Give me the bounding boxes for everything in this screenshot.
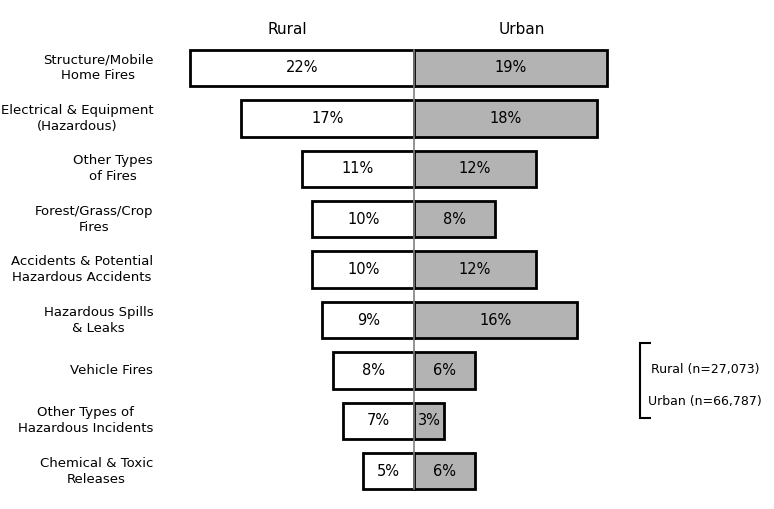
Text: Urban: Urban — [498, 22, 545, 37]
FancyBboxPatch shape — [363, 453, 414, 490]
FancyBboxPatch shape — [323, 302, 414, 338]
Text: 10%: 10% — [347, 262, 379, 277]
Text: 16%: 16% — [479, 313, 512, 328]
Text: Accidents & Potential
Hazardous Accidents: Accidents & Potential Hazardous Accident… — [11, 255, 153, 284]
FancyBboxPatch shape — [313, 251, 414, 288]
FancyBboxPatch shape — [313, 201, 414, 237]
Text: 8%: 8% — [443, 212, 466, 227]
FancyBboxPatch shape — [414, 352, 475, 388]
FancyBboxPatch shape — [414, 151, 536, 187]
Text: 3%: 3% — [418, 413, 440, 429]
Text: 8%: 8% — [361, 363, 385, 378]
Text: 11%: 11% — [342, 161, 374, 176]
Text: Vehicle Fires: Vehicle Fires — [70, 364, 153, 377]
FancyBboxPatch shape — [414, 403, 444, 439]
Text: Chemical & Toxic
Releases: Chemical & Toxic Releases — [39, 457, 153, 486]
FancyBboxPatch shape — [414, 50, 607, 86]
FancyBboxPatch shape — [241, 100, 414, 136]
FancyBboxPatch shape — [414, 201, 495, 237]
Text: Other Types
of Fires: Other Types of Fires — [74, 154, 153, 183]
Text: 9%: 9% — [357, 313, 380, 328]
Text: Rural: Rural — [267, 22, 307, 37]
FancyBboxPatch shape — [302, 151, 414, 187]
Text: Urban (n=66,787): Urban (n=66,787) — [649, 395, 762, 408]
Text: Hazardous Spills
& Leaks: Hazardous Spills & Leaks — [43, 305, 153, 334]
Text: Structure/Mobile
Home Fires: Structure/Mobile Home Fires — [43, 53, 153, 82]
FancyBboxPatch shape — [343, 403, 414, 439]
FancyBboxPatch shape — [414, 251, 536, 288]
Text: Rural (n=27,073): Rural (n=27,073) — [651, 363, 759, 376]
Text: 7%: 7% — [367, 413, 390, 429]
Text: 6%: 6% — [433, 464, 456, 479]
FancyBboxPatch shape — [414, 453, 475, 490]
FancyBboxPatch shape — [190, 50, 414, 86]
Text: 18%: 18% — [489, 111, 522, 126]
Text: Forest/Grass/Crop
Fires: Forest/Grass/Crop Fires — [35, 205, 153, 234]
Text: 22%: 22% — [286, 61, 318, 75]
Text: 19%: 19% — [495, 61, 526, 75]
FancyBboxPatch shape — [333, 352, 414, 388]
Text: 17%: 17% — [311, 111, 344, 126]
Text: 6%: 6% — [433, 363, 456, 378]
Text: Other Types of
Hazardous Incidents: Other Types of Hazardous Incidents — [18, 406, 153, 435]
Text: 10%: 10% — [347, 212, 379, 227]
FancyBboxPatch shape — [414, 302, 577, 338]
Text: 12%: 12% — [459, 161, 491, 176]
Text: 5%: 5% — [377, 464, 400, 479]
Text: 12%: 12% — [459, 262, 491, 277]
FancyBboxPatch shape — [640, 343, 771, 418]
FancyBboxPatch shape — [414, 100, 597, 136]
Text: Electrical & Equipment
(Hazardous): Electrical & Equipment (Hazardous) — [1, 104, 153, 133]
